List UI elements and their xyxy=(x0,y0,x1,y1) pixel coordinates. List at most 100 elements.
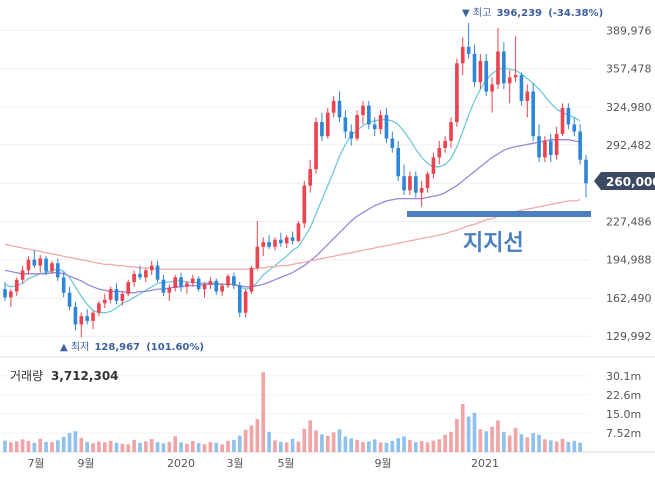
candle-body xyxy=(478,60,483,83)
volume-bar xyxy=(167,441,172,452)
volume-bar xyxy=(155,442,160,452)
volume-bar xyxy=(425,442,430,452)
candle-body xyxy=(449,122,453,141)
candle-body xyxy=(490,84,494,92)
candle-body xyxy=(349,131,354,139)
volume-bar xyxy=(290,438,295,452)
candle-body xyxy=(132,273,136,283)
volume-bar xyxy=(296,441,301,452)
candle-body xyxy=(378,115,383,130)
axis-labels: 389,976 357,478 324,980 292,482 227,486 194,9… xyxy=(27,24,651,470)
volume-bar xyxy=(50,442,54,452)
volume-bar xyxy=(460,403,465,452)
candle-body xyxy=(267,242,271,247)
high-marker: ▼ 최고 396,239 (-34.38%) xyxy=(462,7,603,19)
candle-body xyxy=(431,157,436,174)
volume-bar xyxy=(161,443,166,452)
candle-body xyxy=(138,273,142,278)
volume-bar xyxy=(9,442,13,452)
volume-bar xyxy=(408,439,412,452)
volume-bar xyxy=(367,441,371,452)
candle-body xyxy=(3,289,7,298)
candle-body xyxy=(114,289,119,301)
volume-bar xyxy=(355,439,359,452)
volume-bar xyxy=(537,434,541,452)
volume-bar xyxy=(543,439,547,452)
support-annotation: 지지선 xyxy=(463,231,524,256)
moving-average-ma_mid xyxy=(4,139,581,294)
volume-bar xyxy=(97,441,101,452)
candle-body xyxy=(554,133,559,156)
volume-bar xyxy=(560,438,565,452)
candle-body xyxy=(460,46,465,64)
volume-bar xyxy=(261,372,266,452)
price-tick-label: 324,980 xyxy=(606,101,652,114)
volume-bar xyxy=(220,444,224,452)
candle-body xyxy=(408,176,412,191)
volume-bar xyxy=(372,439,377,452)
volume-bar xyxy=(578,442,582,452)
candle-body xyxy=(185,283,189,287)
volume-bar xyxy=(20,439,25,452)
volume-bar xyxy=(26,440,31,452)
candle-body xyxy=(44,258,48,272)
volume-bar xyxy=(525,437,530,452)
volume-bar xyxy=(126,444,131,452)
volume-bar xyxy=(232,439,236,452)
x-tick-label: 5월 xyxy=(277,457,294,470)
candle-body xyxy=(67,292,72,307)
price-tick-label: 357,478 xyxy=(606,63,652,76)
candle-body xyxy=(525,91,530,101)
volume-current: 3,712,304 xyxy=(51,369,119,383)
volume-bar xyxy=(302,428,307,452)
candle-body xyxy=(337,100,342,118)
volume-bar xyxy=(55,440,60,452)
candle-body xyxy=(584,159,588,184)
volume-bar xyxy=(308,420,312,452)
candle-body xyxy=(167,287,172,293)
volume-bar xyxy=(196,443,201,452)
candle-body xyxy=(226,276,230,286)
volume-bar xyxy=(226,440,230,452)
volume-bar xyxy=(337,429,342,452)
candle-body xyxy=(179,277,183,287)
candle-body xyxy=(208,280,213,285)
volume-bar xyxy=(566,441,571,452)
candle-body xyxy=(443,140,447,148)
svg-text:▼ 최고 396,239 (: ▼ 최고 396,239 (-34.38%) xyxy=(462,7,603,19)
volume-bar xyxy=(67,433,72,452)
volume-bar xyxy=(361,442,365,452)
moving-average-ma_long xyxy=(4,199,581,270)
candle-body xyxy=(232,276,236,286)
volume-bar xyxy=(390,440,395,452)
candle-body xyxy=(85,316,89,321)
candle-body xyxy=(296,223,301,241)
volume-bar xyxy=(237,435,242,452)
volume-bar xyxy=(478,429,483,452)
volume-bar xyxy=(507,435,512,452)
low-marker-value: 128,967 xyxy=(94,342,140,353)
candle-body xyxy=(38,258,43,266)
volume-bar xyxy=(443,434,447,452)
candle-body xyxy=(507,77,512,84)
volume-bar xyxy=(431,440,436,452)
volume-bar xyxy=(378,442,383,452)
volume-bar xyxy=(249,425,254,452)
low-marker: ▲ 최저 128,967 (101.60%) xyxy=(60,341,204,353)
volume-bar xyxy=(202,444,207,452)
candle-body xyxy=(279,239,283,244)
candle-body xyxy=(14,279,19,292)
volume-bar xyxy=(284,442,289,452)
candle-body xyxy=(320,122,324,137)
candle-body xyxy=(155,265,160,280)
volume-bar xyxy=(384,442,389,452)
volume-bar xyxy=(61,436,66,452)
volume-bar xyxy=(38,438,43,452)
volume-tick-label: 7.52m xyxy=(606,427,641,440)
candle-body xyxy=(261,242,266,247)
x-tick-label: 9월 xyxy=(77,457,94,470)
volume-bar xyxy=(320,434,324,452)
volume-bar xyxy=(331,432,336,452)
candle-body xyxy=(290,237,295,241)
candle-body xyxy=(149,265,154,271)
